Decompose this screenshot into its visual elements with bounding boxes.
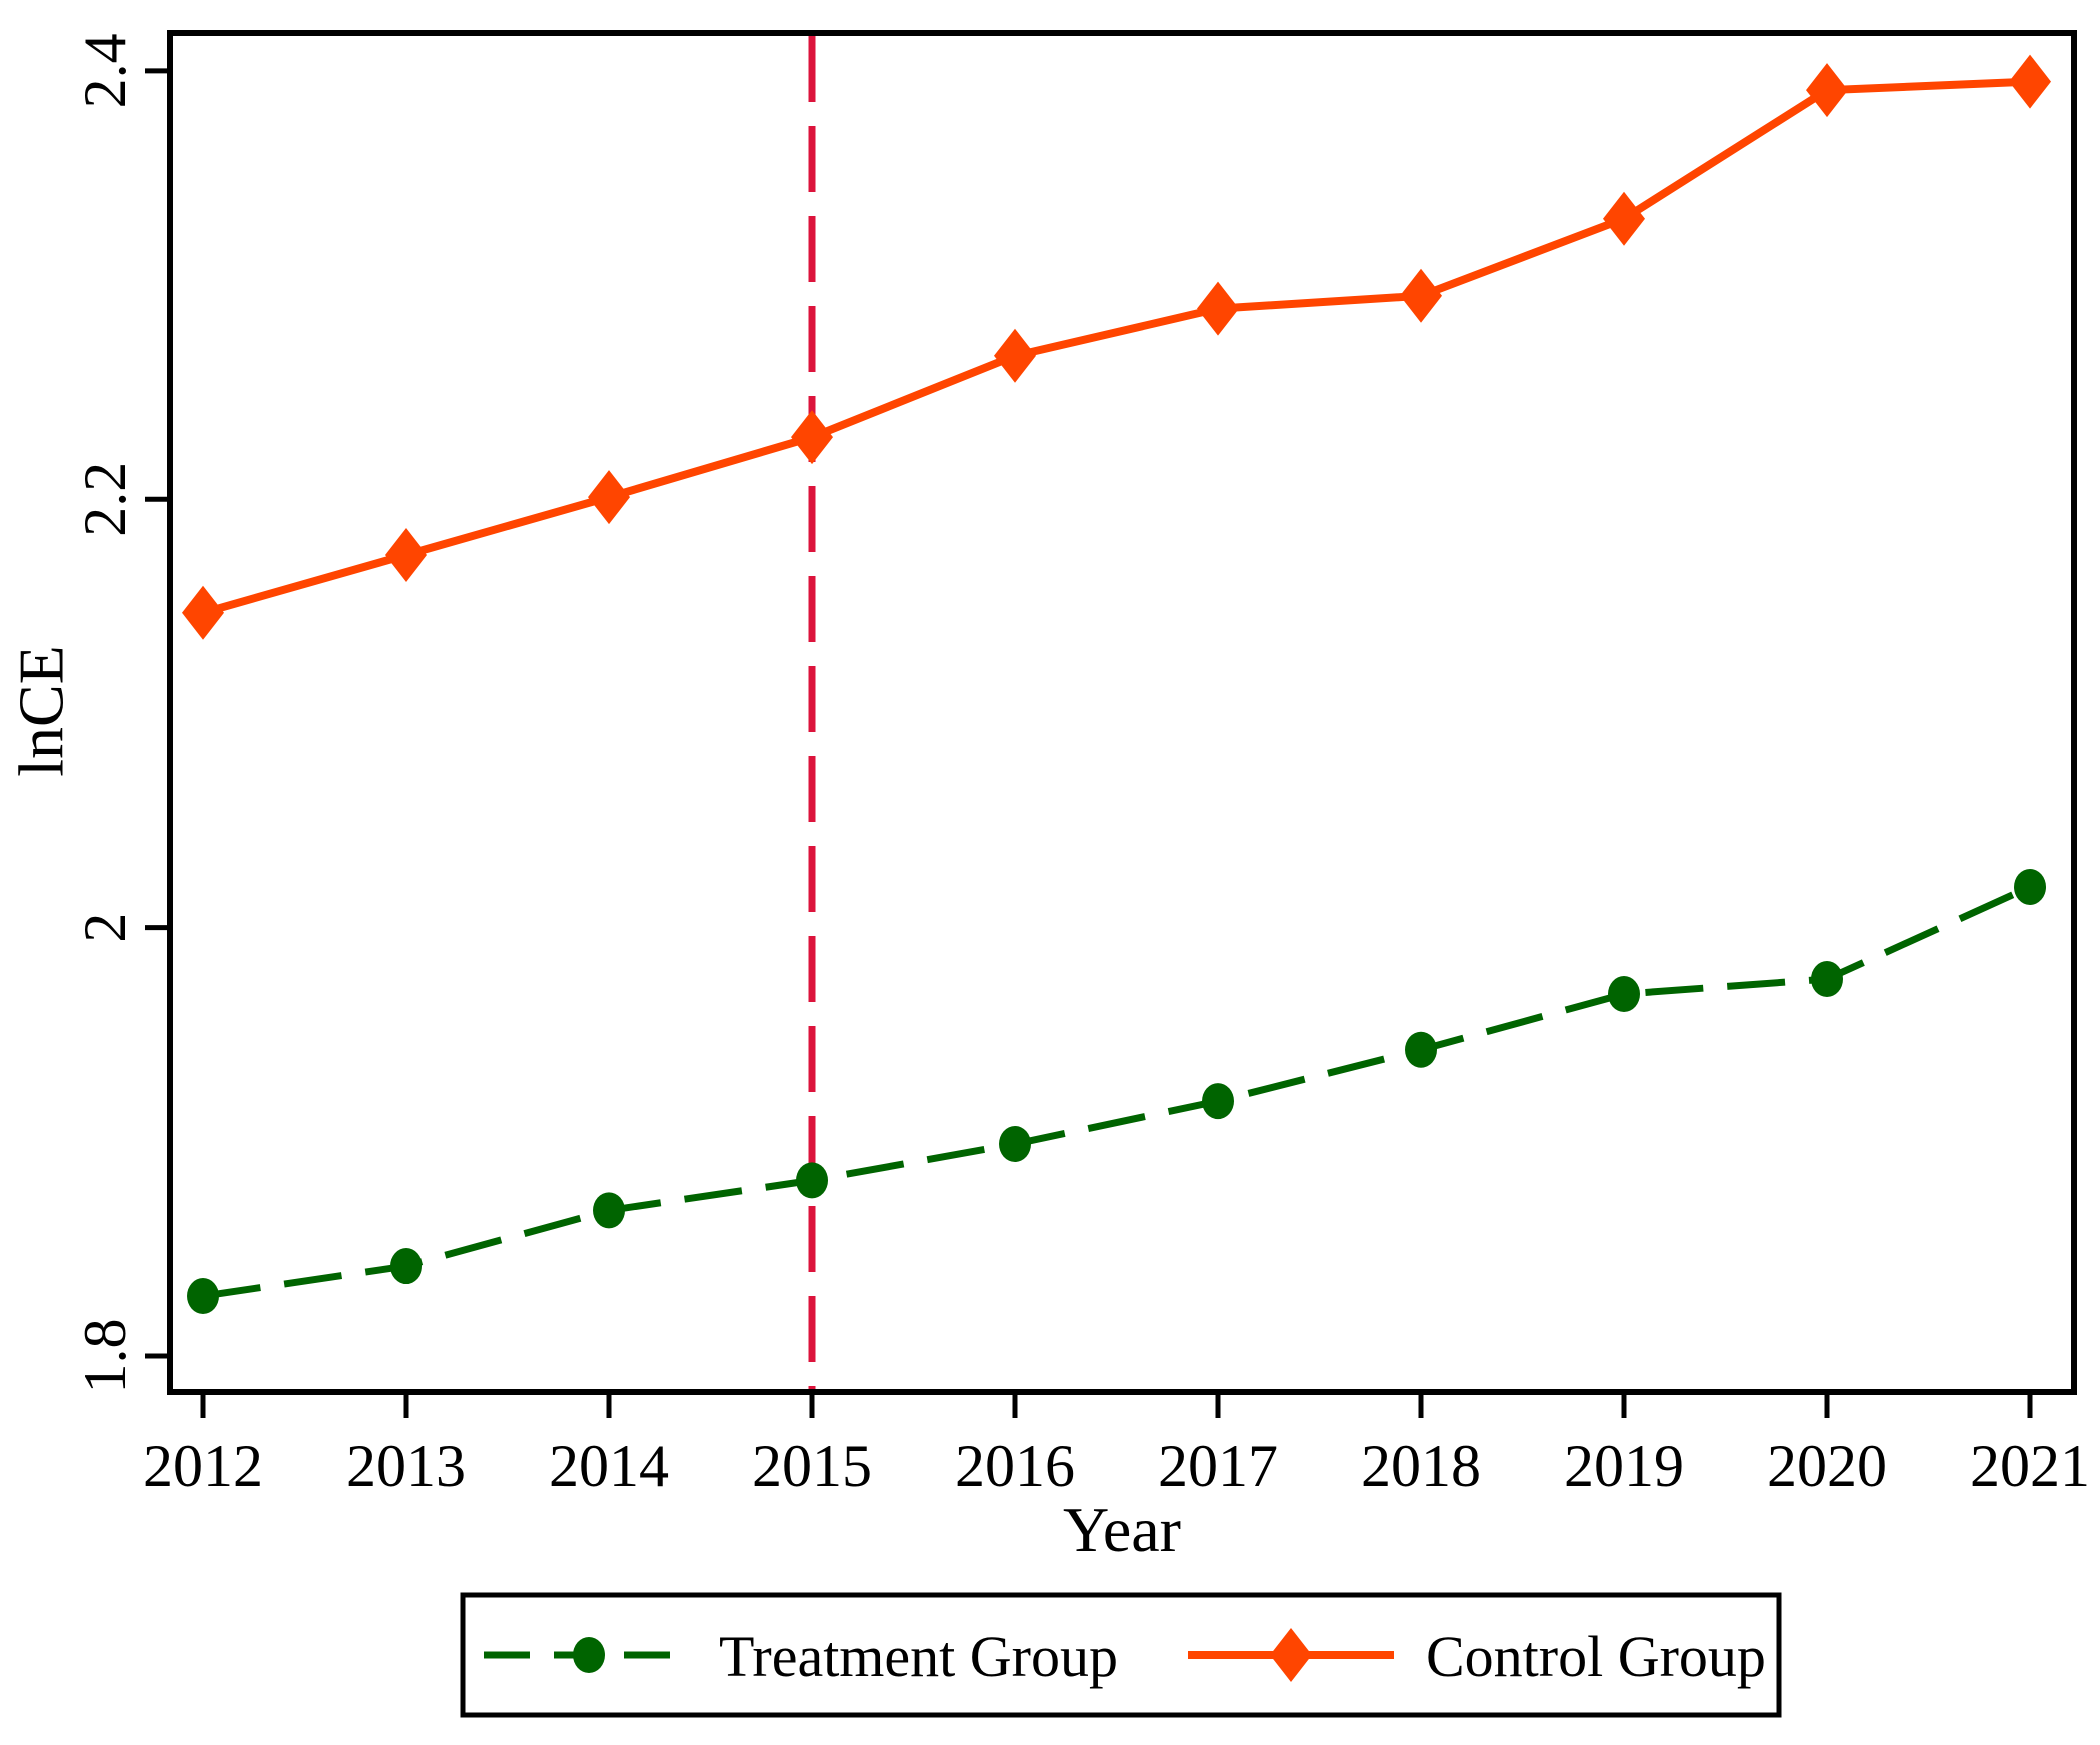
- treatment-marker-2016: [999, 1125, 1032, 1162]
- x-tick-label-2018: 2018: [1361, 1433, 1481, 1499]
- x-tick-label-2016: 2016: [955, 1433, 1075, 1499]
- legend-item-treatment: Treatment Group: [484, 1624, 1118, 1689]
- x-axis-title: Year: [1063, 1494, 1181, 1565]
- axis-tick-label-layer: 1.8 2 2.2 2.4 2012 2013 2014 2015 2016 2017 2018 20…: [72, 33, 2090, 1499]
- y-tick-label-1.8: 1.8: [72, 1319, 138, 1394]
- treatment-marker-2015: [796, 1162, 829, 1199]
- x-tick-label-2017: 2017: [1158, 1433, 1278, 1499]
- control-marker-2019: [1603, 191, 1646, 246]
- x-tick-label-2020: 2020: [1767, 1433, 1887, 1499]
- axis-tick-layer: [145, 68, 2033, 1418]
- control-marker-2021: [2009, 54, 2052, 109]
- series-line-control: [201, 77, 2031, 617]
- x-tick-label-2015: 2015: [752, 1433, 872, 1499]
- x-tick-label-2013: 2013: [346, 1433, 466, 1499]
- legend-box: [460, 1592, 1782, 1718]
- y-tick-label-2.2: 2.2: [72, 462, 138, 537]
- treatment-marker-2020: [1811, 961, 1844, 998]
- control-marker-2012: [182, 585, 225, 640]
- plot-border: [167, 30, 2077, 1395]
- treatment-marker-2017: [1202, 1083, 1235, 1120]
- legend-item-control: Control Group: [1188, 1624, 1766, 1689]
- control-marker-2018: [1400, 268, 1443, 323]
- legend-label-control: Control Group: [1426, 1624, 1766, 1689]
- treatment-marker-2012: [187, 1278, 220, 1315]
- control-marker-2016: [994, 328, 1037, 383]
- treatment-marker-2018: [1405, 1031, 1438, 1068]
- control-marker-2017: [1197, 281, 1240, 336]
- series-line-treatment: [202, 883, 2032, 1300]
- control-diamond-marker-icon: [1270, 1628, 1312, 1682]
- legend: Treatment Group Control Group: [460, 1592, 1782, 1718]
- legend-label-treatment: Treatment Group: [719, 1624, 1118, 1689]
- treatment-circle-marker-icon: [573, 1637, 605, 1673]
- control-marker-2014: [588, 470, 631, 525]
- series-layer: [182, 54, 2052, 1315]
- control-marker-2013: [385, 527, 428, 582]
- plot-frame-layer: [167, 30, 2077, 1395]
- y-tick-label-2.4: 2.4: [72, 33, 138, 108]
- x-tick-label-2012: 2012: [143, 1433, 263, 1499]
- x-tick-label-2014: 2014: [549, 1433, 669, 1499]
- control-marker-2020: [1806, 63, 1849, 118]
- y-axis-title: lnCE: [5, 645, 76, 777]
- x-tick-label-2019: 2019: [1564, 1433, 1684, 1499]
- treatment-marker-2019: [1608, 976, 1641, 1013]
- x-tick-label-2021: 2021: [1970, 1433, 2090, 1499]
- plot-area: [170, 33, 2074, 1392]
- treatment-marker-2014: [593, 1192, 626, 1229]
- treatment-marker-2021: [2014, 868, 2047, 905]
- control-marker-2015: [791, 410, 834, 465]
- y-tick-label-2: 2: [72, 913, 138, 943]
- treatment-marker-2013: [390, 1248, 423, 1285]
